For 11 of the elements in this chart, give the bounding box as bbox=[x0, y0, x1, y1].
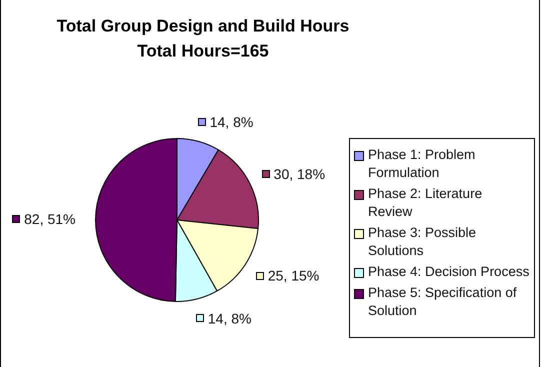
legend-label: Phase 3: Possible Solutions bbox=[368, 224, 478, 260]
data-label: 14, 8% bbox=[208, 310, 252, 326]
legend-label: Phase 5: Specification of Solution bbox=[368, 284, 518, 320]
data-label: 82, 51% bbox=[24, 210, 76, 227]
chart-title: Total Group Design and Build Hours Total Hours=165 bbox=[56, 16, 350, 61]
legend-label: Phase 1: Problem Formulation bbox=[368, 146, 476, 182]
legend-label: Phase 4: Decision Process bbox=[368, 263, 530, 281]
data-label: 30, 18% bbox=[274, 166, 326, 182]
legend-label: Phase 2: Literature Review bbox=[368, 185, 484, 221]
data-label: 14, 8% bbox=[210, 114, 254, 130]
data-label: 25, 15% bbox=[268, 268, 320, 284]
